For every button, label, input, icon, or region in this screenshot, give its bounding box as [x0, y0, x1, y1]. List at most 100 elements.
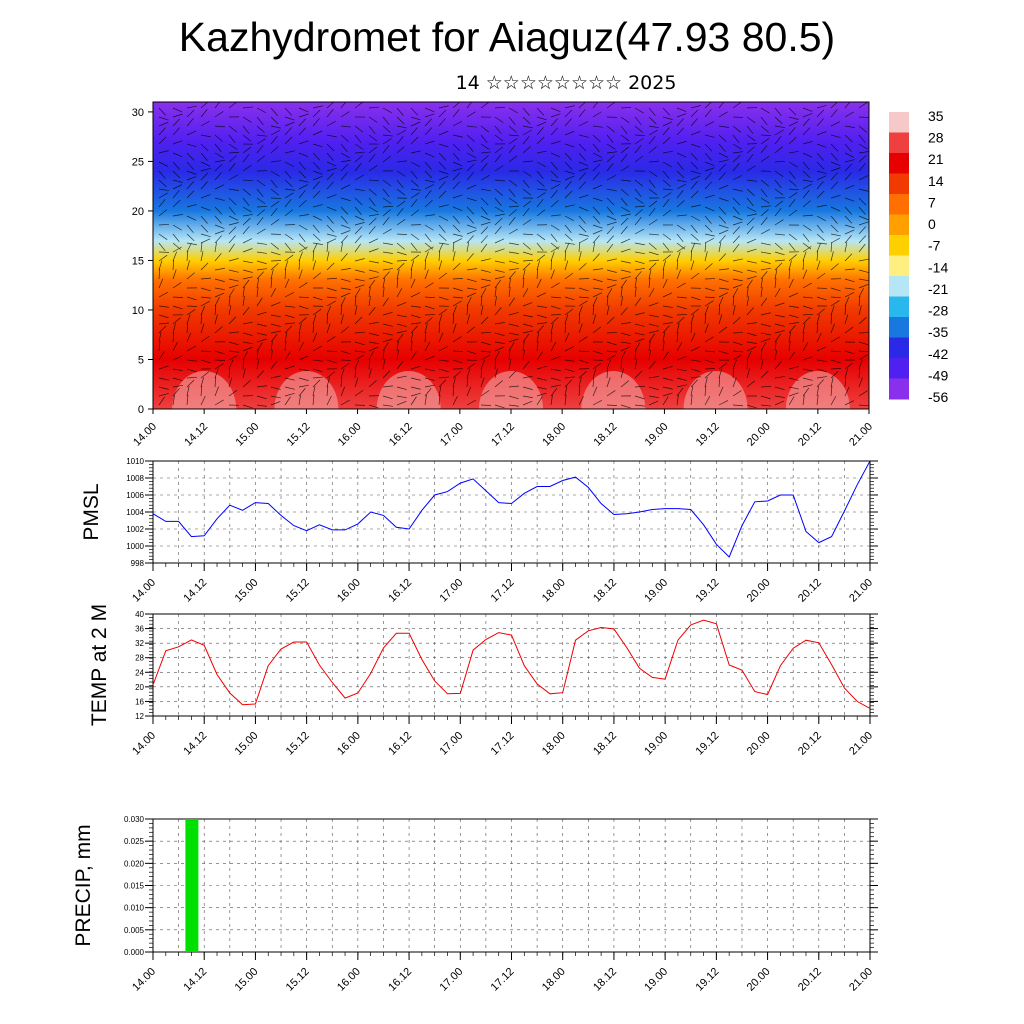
wind-barb — [298, 152, 309, 158]
wind-barb — [158, 198, 166, 208]
wind-barb — [774, 188, 784, 196]
wind-barb — [270, 179, 278, 189]
wind-barb — [648, 136, 656, 145]
wind-barb — [620, 125, 628, 135]
wind-barb — [746, 248, 757, 253]
wind-barb — [326, 359, 337, 364]
wind-barb — [396, 179, 404, 189]
wind-barb — [256, 107, 266, 114]
cross-section-y-tick: 20 — [132, 206, 144, 218]
wind-barb — [578, 233, 589, 237]
wind-barb — [382, 179, 392, 187]
wind-barb — [256, 188, 264, 198]
wind-barb — [480, 305, 484, 316]
wind-barb — [592, 278, 603, 283]
wind-barb — [830, 305, 835, 316]
wind-barb — [494, 260, 505, 264]
wind-barb — [550, 246, 560, 253]
wind-barb — [186, 181, 194, 190]
wind-barb — [704, 206, 715, 212]
wind-barb — [256, 323, 267, 327]
cross-section-x-tick: 16.00 — [336, 421, 364, 449]
wind-barb — [536, 192, 546, 199]
wind-barb — [410, 351, 417, 361]
wind-barb — [816, 395, 819, 406]
wind-barb — [396, 136, 404, 145]
wind-barb — [718, 134, 727, 143]
wind-barb — [564, 161, 573, 170]
wind-barb — [802, 113, 813, 118]
wind-barb — [242, 296, 245, 307]
wind-barb — [340, 235, 348, 244]
wind-barb — [312, 152, 321, 161]
wind-barb — [480, 278, 491, 282]
wind-barb — [718, 278, 729, 283]
wind-barb — [298, 214, 309, 217]
wind-barb — [340, 314, 344, 325]
wind-barb — [368, 238, 379, 244]
wind-barb — [158, 116, 169, 121]
wind-barb — [550, 377, 561, 381]
wind-barb — [172, 224, 182, 231]
wind-barb — [270, 107, 278, 116]
wind-barb — [564, 251, 567, 262]
wind-barb — [592, 296, 598, 307]
wind-barb — [368, 368, 372, 379]
wind-barb — [606, 102, 616, 109]
wind-barb — [550, 305, 561, 310]
wind-barb — [256, 404, 267, 407]
wind-barb — [480, 226, 489, 235]
wind-barb — [382, 209, 391, 217]
wind-barb — [606, 143, 616, 150]
wind-barb — [536, 322, 547, 325]
wind-barb — [242, 346, 253, 352]
wind-barb — [718, 268, 729, 271]
wind-barb — [662, 136, 671, 145]
wind-barb — [480, 368, 483, 379]
wind-barb — [830, 323, 835, 334]
wind-barb — [452, 386, 455, 397]
wind-barb — [298, 260, 301, 271]
colorbar-cell — [889, 358, 909, 379]
wind-barb — [382, 205, 393, 208]
wind-barb — [508, 332, 519, 336]
wind-barb — [732, 151, 743, 154]
wind-barb — [172, 368, 183, 372]
wind-barb — [214, 368, 219, 379]
wind-barb — [438, 181, 446, 190]
wind-barb — [466, 377, 469, 388]
wind-barb — [578, 377, 582, 388]
wind-barb — [760, 370, 769, 379]
x-tick-label: 17.12 — [489, 966, 517, 994]
wind-barb — [214, 235, 222, 244]
wind-barb — [690, 190, 699, 199]
wind-barb — [676, 251, 681, 262]
wind-barb — [634, 287, 637, 298]
wind-barb — [816, 109, 825, 118]
wind-barb — [662, 242, 670, 252]
wind-barb — [396, 242, 405, 250]
wind-barb — [536, 233, 546, 241]
wind-barb — [844, 314, 849, 325]
wind-barb — [270, 125, 281, 129]
wind-barb — [578, 386, 581, 397]
wind-barb — [382, 116, 390, 125]
wind-barb — [354, 215, 365, 221]
wind-barb — [732, 226, 741, 235]
wind-barb — [214, 287, 225, 291]
wind-barb — [228, 222, 239, 226]
wind-barb — [802, 332, 805, 343]
wind-barb — [606, 151, 617, 154]
wind-barb — [466, 152, 476, 159]
wind-barb — [452, 287, 463, 292]
wind-barb — [228, 296, 231, 307]
wind-barb — [340, 377, 343, 388]
y-tick-label: 40 — [135, 610, 144, 619]
wind-barb — [648, 188, 658, 196]
wind-barb — [844, 215, 853, 224]
colorbar-label: 14 — [928, 173, 944, 189]
cross-section-x-tick: 19.12 — [694, 421, 722, 449]
wind-barb — [620, 279, 627, 289]
x-tick-label: 20.00 — [745, 966, 773, 994]
wind-barb — [732, 354, 742, 361]
